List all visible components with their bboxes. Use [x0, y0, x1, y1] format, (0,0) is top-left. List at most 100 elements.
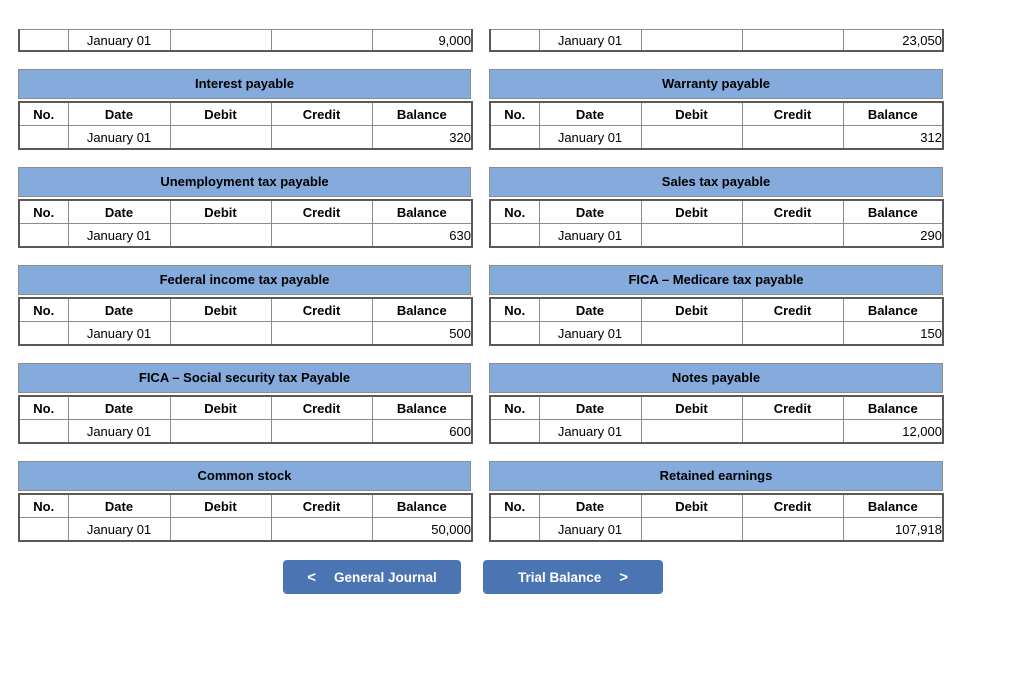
cell-debit — [169, 29, 272, 52]
column-header-credit: Credit — [270, 101, 373, 126]
cell-debit — [169, 321, 272, 346]
table-row: January 01 50,000 — [18, 517, 473, 542]
cell-debit — [640, 321, 743, 346]
cell-balance: 500 — [371, 321, 473, 346]
cell-date: January 01 — [538, 125, 642, 150]
column-header-date: Date — [538, 297, 642, 322]
cell-date: January 01 — [538, 517, 642, 542]
cell-balance: 600 — [371, 419, 473, 444]
table-row: January 01 23,050 — [489, 29, 944, 52]
cell-balance: 50,000 — [371, 517, 473, 542]
column-header-credit: Credit — [270, 199, 373, 224]
table-row: January 01 312 — [489, 125, 944, 150]
column-header-credit: Credit — [741, 101, 844, 126]
table-row: January 01 500 — [18, 321, 473, 346]
cell-no — [18, 419, 69, 444]
column-header-debit: Debit — [169, 297, 272, 322]
cell-balance: 312 — [842, 125, 944, 150]
account-block: Notes payable No. Date Debit Credit Bala… — [489, 363, 944, 444]
chevron-right-icon: > — [619, 568, 629, 586]
cell-balance: 290 — [842, 223, 944, 248]
column-header-balance: Balance — [371, 395, 473, 420]
table-row: January 01 12,000 — [489, 419, 944, 444]
general-journal-button[interactable]: < General Journal — [283, 560, 461, 594]
account-title: Unemployment tax payable — [160, 174, 329, 189]
trial-balance-button[interactable]: Trial Balance > — [483, 560, 663, 594]
account-title: Federal income tax payable — [159, 272, 330, 287]
cell-credit — [741, 419, 844, 444]
cell-credit — [270, 419, 373, 444]
cell-no — [489, 29, 540, 52]
header-row: No. Date Debit Credit Balance — [489, 101, 944, 126]
cell-debit — [169, 223, 272, 248]
cell-debit — [640, 419, 743, 444]
cell-credit — [270, 223, 373, 248]
column-header-no: No. — [18, 493, 69, 518]
column-header-balance: Balance — [842, 297, 944, 322]
account-table: No. Date Debit Credit Balance January 01… — [489, 493, 944, 542]
table-row: January 01 320 — [18, 125, 473, 150]
column-header-balance: Balance — [842, 199, 944, 224]
account-title-bar: Warranty payable — [489, 69, 943, 99]
column-header-credit: Credit — [741, 297, 844, 322]
account-title-bar: Interest payable — [18, 69, 471, 99]
account-block: FICA – Medicare tax payable No. Date Deb… — [489, 265, 944, 346]
column-header-date: Date — [67, 101, 171, 126]
cell-debit — [169, 125, 272, 150]
cell-debit — [169, 517, 272, 542]
cell-credit — [741, 517, 844, 542]
account-title-bar: Notes payable — [489, 363, 943, 393]
column-header-no: No. — [489, 199, 540, 224]
account-title-bar: FICA – Medicare tax payable — [489, 265, 943, 295]
account-table: No. Date Debit Credit Balance January 01… — [489, 199, 944, 248]
column-header-date: Date — [538, 493, 642, 518]
cell-no — [18, 517, 69, 542]
account-title-bar: Sales tax payable — [489, 167, 943, 197]
header-row: No. Date Debit Credit Balance — [489, 493, 944, 518]
header-row: No. Date Debit Credit Balance — [18, 199, 473, 224]
cell-credit — [741, 223, 844, 248]
column-header-credit: Credit — [270, 493, 373, 518]
cell-balance: 12,000 — [842, 419, 944, 444]
cell-balance: 320 — [371, 125, 473, 150]
header-row: No. Date Debit Credit Balance — [18, 101, 473, 126]
account-block: FICA – Social security tax Payable No. D… — [18, 363, 473, 444]
column-header-date: Date — [67, 493, 171, 518]
cell-balance: 630 — [371, 223, 473, 248]
column-header-balance: Balance — [371, 199, 473, 224]
clipped-account-table-right: January 01 23,050 — [489, 29, 944, 52]
column-header-debit: Debit — [169, 493, 272, 518]
column-header-credit: Credit — [741, 199, 844, 224]
column-header-debit: Debit — [640, 199, 743, 224]
clipped-account-table-left: January 01 9,000 — [18, 29, 473, 52]
cell-debit — [640, 29, 743, 52]
header-row: No. Date Debit Credit Balance — [18, 493, 473, 518]
cell-debit — [640, 223, 743, 248]
cell-credit — [270, 125, 373, 150]
table-row: January 01 9,000 — [18, 29, 473, 52]
account-title-bar: Unemployment tax payable — [18, 167, 471, 197]
column-header-debit: Debit — [169, 199, 272, 224]
account-title: Sales tax payable — [661, 174, 771, 189]
account-table: No. Date Debit Credit Balance January 01… — [18, 395, 473, 444]
account-title: Interest payable — [195, 76, 294, 91]
cell-date: January 01 — [538, 29, 642, 52]
column-header-date: Date — [538, 395, 642, 420]
header-row: No. Date Debit Credit Balance — [18, 395, 473, 420]
cell-credit — [270, 29, 373, 52]
cell-date: January 01 — [67, 419, 171, 444]
account-title: Common stock — [197, 468, 292, 483]
column-header-credit: Credit — [741, 395, 844, 420]
cell-date: January 01 — [67, 125, 171, 150]
column-header-date: Date — [67, 297, 171, 322]
column-header-balance: Balance — [371, 101, 473, 126]
cell-no — [18, 29, 69, 52]
account-title: Notes payable — [671, 370, 761, 385]
column-header-credit: Credit — [270, 297, 373, 322]
cell-no — [489, 125, 540, 150]
account-table: No. Date Debit Credit Balance January 01… — [489, 101, 944, 150]
cell-date: January 01 — [67, 517, 171, 542]
cell-date: January 01 — [67, 29, 171, 52]
column-header-no: No. — [489, 101, 540, 126]
table-row: January 01 150 — [489, 321, 944, 346]
